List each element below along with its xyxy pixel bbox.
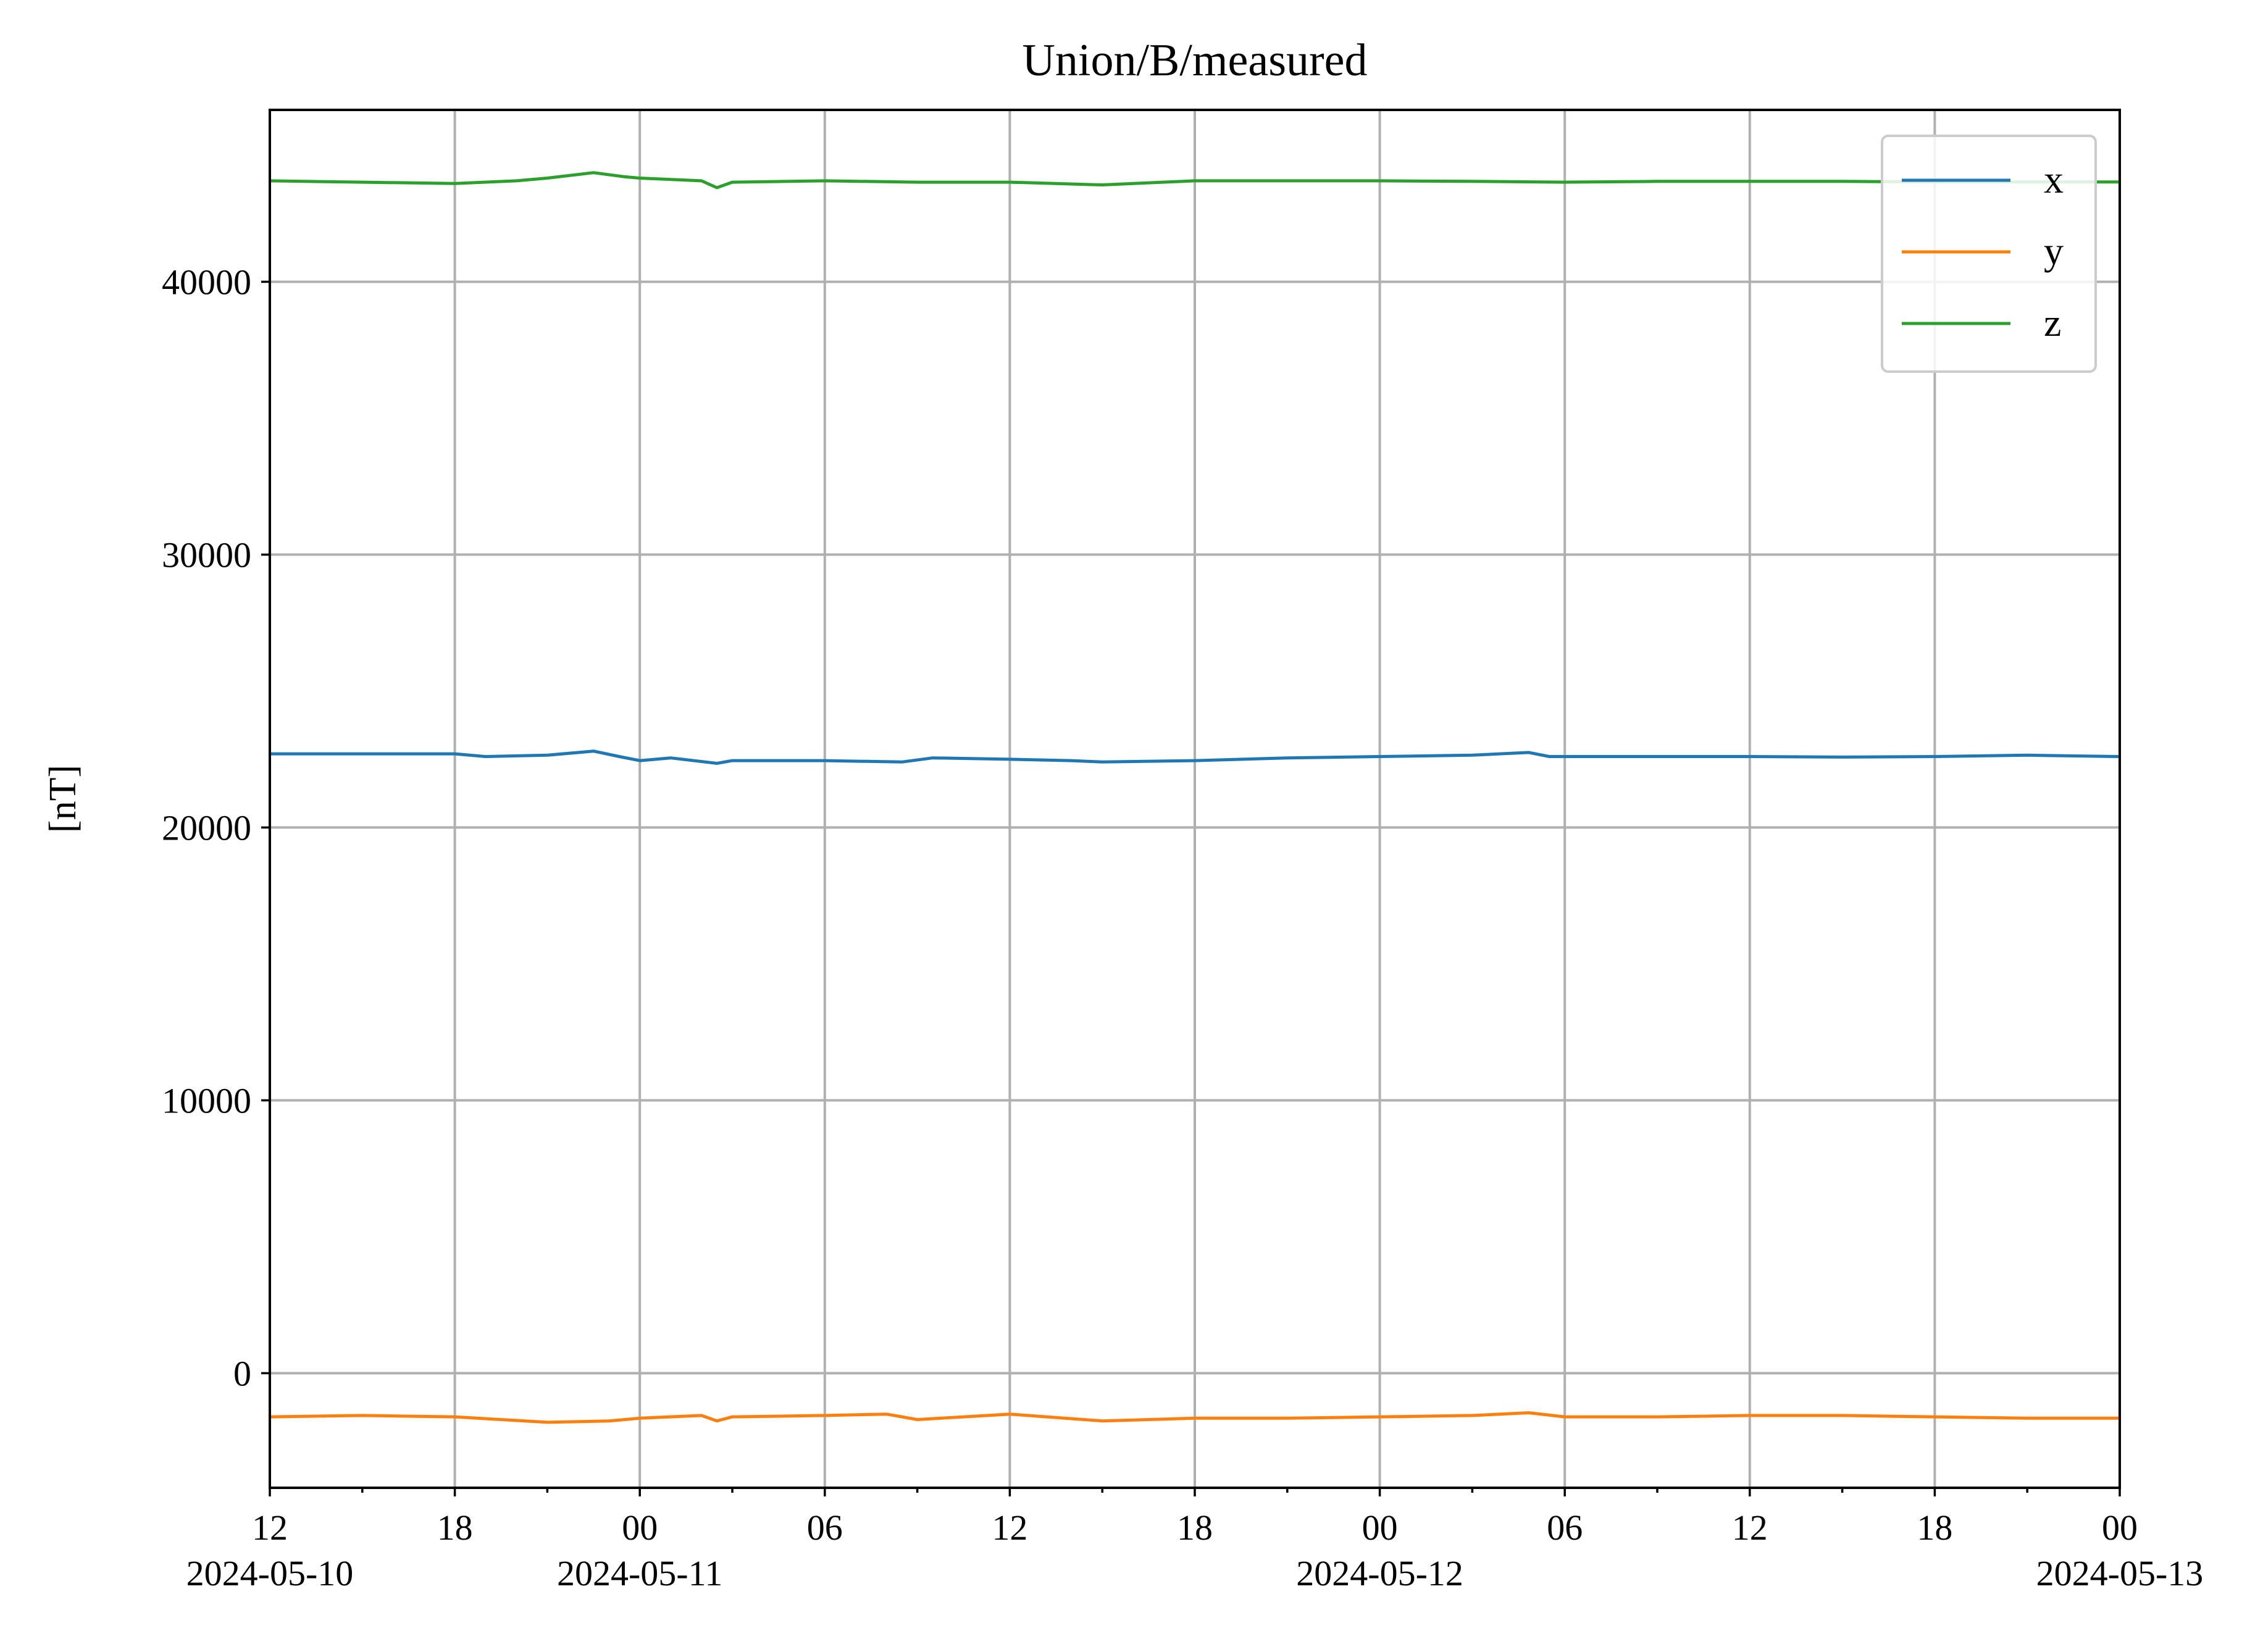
series-lines	[269, 171, 2120, 1424]
series-line-z	[269, 171, 2120, 190]
x-tick-label: 00	[1362, 1508, 1398, 1548]
x-tick-label: 06	[807, 1508, 843, 1548]
grid-lines	[269, 110, 2121, 1488]
legend-label-y: y	[2044, 229, 2064, 273]
x-tick-date-label: 2024-05-12	[1296, 1553, 1463, 1593]
x-tick-label: 06	[1547, 1508, 1583, 1548]
y-tick-label: 20000	[162, 807, 251, 848]
x-tick-label: 12	[1732, 1508, 1768, 1548]
y-tick-label: 0	[233, 1353, 251, 1393]
x-tick-label: 12	[252, 1508, 288, 1548]
x-tick-label: 00	[2102, 1508, 2138, 1548]
legend: xyz	[1881, 135, 2097, 373]
x-tick-label: 18	[437, 1508, 473, 1548]
y-tick-label: 30000	[162, 535, 251, 575]
x-tick-date-label: 2024-05-11	[557, 1553, 722, 1593]
legend-label-z: z	[2044, 301, 2061, 344]
x-tick-label: 18	[1917, 1508, 1952, 1548]
x-tick-date-label: 2024-05-13	[2036, 1553, 2204, 1593]
y-tick-label: 10000	[162, 1080, 251, 1120]
x-tick-date-label: 2024-05-10	[186, 1553, 354, 1593]
y-axis-label: [nT]	[42, 765, 84, 833]
x-tick-label: 12	[992, 1508, 1027, 1548]
chart-title: Union/B/measured	[1022, 35, 1367, 86]
series-line-y	[269, 1411, 2120, 1424]
x-tick-label: 18	[1177, 1508, 1213, 1548]
legend-box	[1881, 135, 2097, 373]
y-tick-label: 40000	[162, 262, 251, 302]
legend-label-x: x	[2044, 157, 2064, 201]
series-line-x	[270, 749, 2120, 765]
axis-ticks: 0 10000 20000 30000 40000 12 2024-05-10 18 00 202…	[162, 262, 2203, 1593]
x-tick-label: 00	[622, 1508, 658, 1548]
